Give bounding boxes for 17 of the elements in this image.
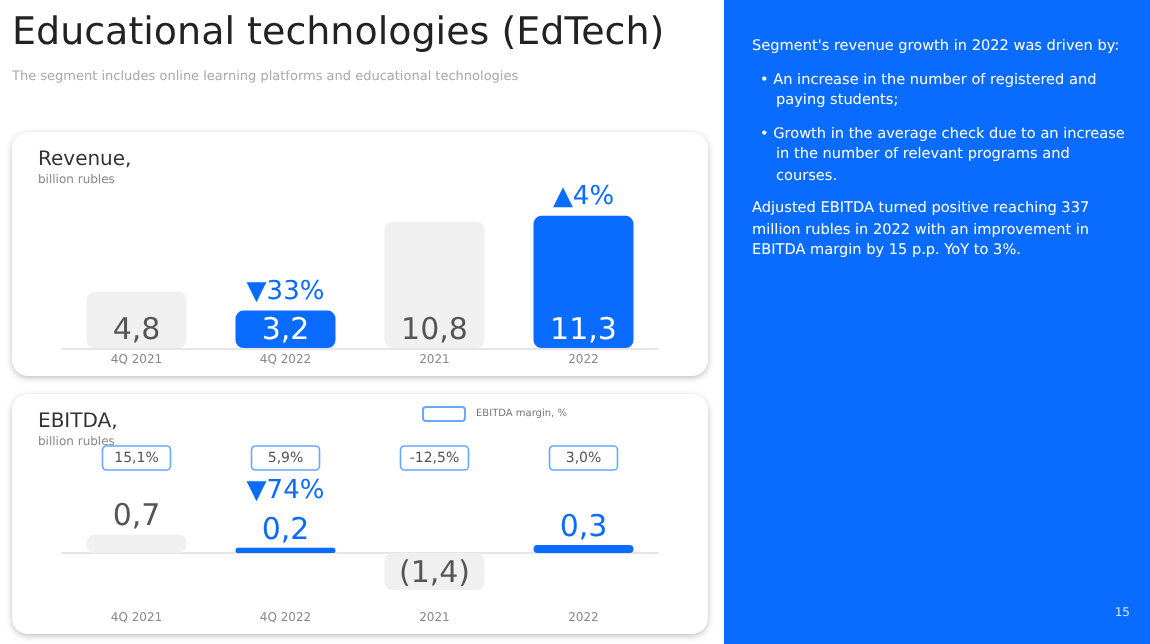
chart-title: EBITDA, (38, 411, 118, 433)
annotation: ▼74% (246, 475, 325, 506)
text: Educational technologies (EdTech) (12, 8, 667, 58)
bar (533, 545, 634, 554)
data-label: 10,8 (401, 311, 468, 347)
bar (235, 547, 336, 554)
data-label: 3,2 (261, 311, 310, 347)
data-label: 4,8 (112, 311, 161, 347)
data-label: 0,7 (112, 497, 161, 534)
data-label: 0,2 (261, 510, 310, 547)
data-label: 0,3 (559, 508, 608, 545)
chart-title: Revenue, (38, 149, 132, 171)
bar (533, 215, 634, 348)
data-label: (1,4) (398, 554, 471, 591)
annotation: ▲4% (552, 181, 615, 212)
data-label: 11,3 (550, 311, 617, 347)
annotation: ▼33% (246, 276, 325, 307)
